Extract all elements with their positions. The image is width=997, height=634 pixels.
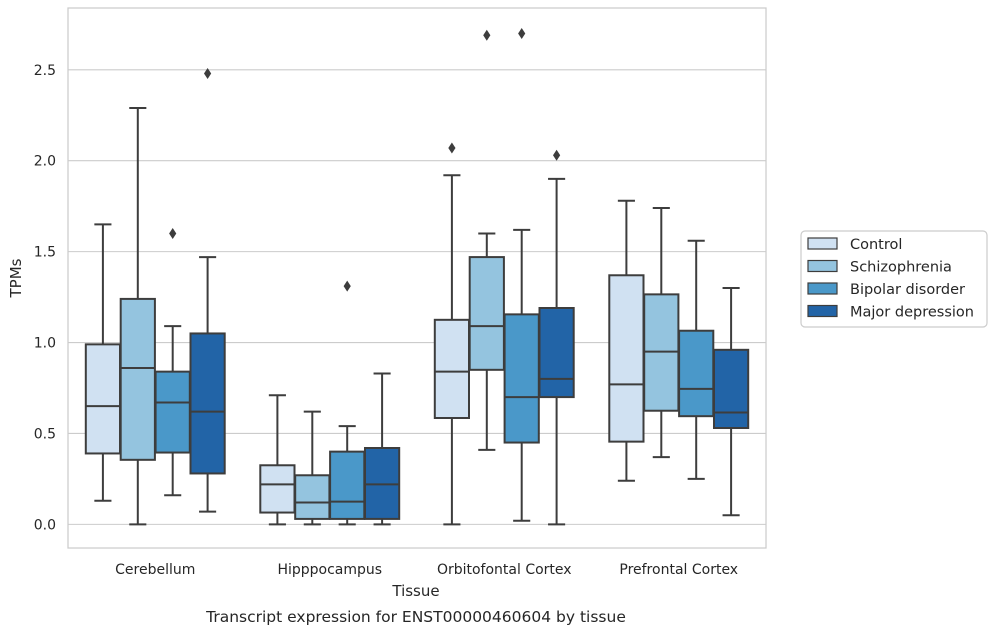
legend-item: Schizophrenia (807, 259, 952, 276)
box (84, 223, 122, 502)
box-body (433, 318, 471, 419)
box (503, 27, 540, 522)
outlier-point (553, 149, 561, 161)
box (608, 199, 645, 482)
chart-caption: Transcript expression for ENST0000046060… (205, 608, 626, 626)
box (119, 107, 156, 526)
y-tick-label: 0.0 (34, 517, 56, 533)
box (468, 29, 505, 451)
box (259, 394, 296, 526)
outlier-point (483, 29, 491, 41)
box-body (468, 256, 505, 371)
box (433, 142, 471, 526)
legend-swatch (807, 259, 838, 273)
box (538, 149, 575, 526)
box (294, 410, 331, 526)
box-body (503, 313, 540, 444)
box-body (608, 274, 645, 443)
y-tick-label: 0.5 (34, 426, 56, 442)
box (189, 67, 226, 513)
box (678, 239, 715, 480)
x-tick-label: Hipppocampus (277, 562, 382, 578)
box-body (712, 348, 750, 429)
y-tick-label: 1.5 (34, 245, 56, 261)
x-tick-label: Prefrontal Cortex (619, 562, 738, 578)
box-body (119, 297, 156, 461)
box-body (294, 474, 331, 520)
outlier-point (169, 227, 177, 239)
series-control (84, 142, 645, 526)
series-major-depression (189, 67, 750, 526)
series-bipolar-disorder (154, 27, 715, 526)
x-tick-labels: Cerebellum Hipppocampus Orbitofontal Corte… (115, 562, 738, 578)
outlier-point (343, 280, 351, 292)
y-tick-label: 2.0 (34, 154, 56, 170)
outlier-point (448, 142, 456, 154)
outlier-point (518, 27, 526, 39)
box (363, 372, 401, 526)
box-body (678, 329, 715, 418)
legend: Control Schizophrenia Bipolar disorder Majo… (800, 230, 988, 328)
box-body (259, 464, 296, 514)
legend-frame (800, 230, 988, 328)
box-body (329, 450, 366, 520)
box-series (84, 27, 750, 526)
legend-swatch (807, 304, 838, 318)
x-tick-label: Cerebellum (115, 562, 195, 578)
legend-label: Major depression (850, 305, 974, 321)
legend-label: Control (850, 237, 902, 253)
y-tick-labels: 0.0 0.5 1.0 1.5 2.0 2.5 (34, 63, 56, 534)
legend-item: Major depression (807, 304, 974, 321)
x-tick-label: Orbitofontal Cortex (437, 562, 572, 578)
box (643, 207, 680, 459)
legend-swatch (807, 237, 838, 250)
legend-item: Bipolar disorder (807, 282, 965, 298)
x-axis-label: Tissue (391, 582, 439, 600)
box (329, 280, 366, 526)
box-body (154, 370, 191, 454)
box-body (84, 343, 122, 455)
legend-label: Schizophrenia (850, 260, 952, 276)
outlier-point (204, 67, 212, 79)
legend-item: Control (807, 237, 902, 253)
box (712, 287, 750, 517)
box-body (538, 307, 575, 399)
y-tick-label: 1.0 (34, 336, 56, 352)
legend-label: Bipolar disorder (850, 282, 965, 298)
box (154, 227, 191, 497)
box-body (189, 332, 226, 475)
legend-swatch (807, 282, 838, 295)
y-axis-label: TPMs (7, 258, 25, 298)
plot-frame (67, 7, 767, 549)
y-tick-label: 2.5 (34, 63, 56, 79)
series-schizophrenia (119, 29, 680, 526)
